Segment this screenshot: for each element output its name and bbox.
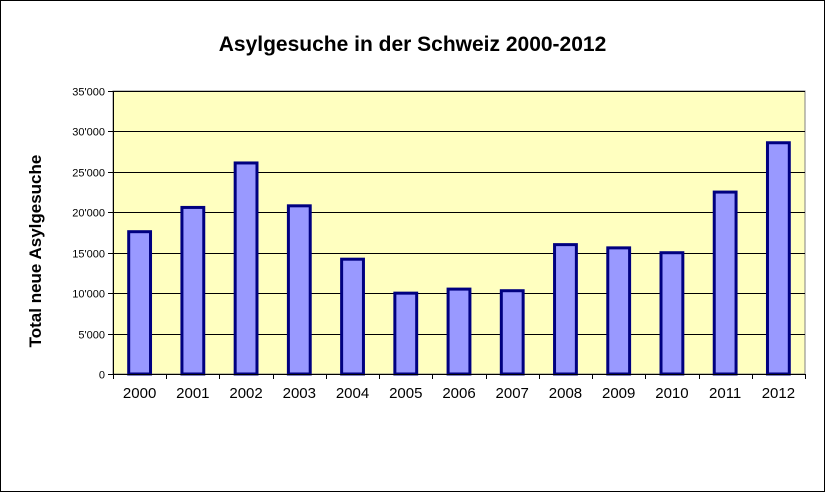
x-tick-label: 2006 [442,385,475,402]
bar-2001 [180,205,206,376]
y-tick-label: 15'000 [72,249,105,261]
x-tick-label: 2002 [229,385,262,402]
bar-2005 [393,291,419,376]
chart-title: Asylgesuche in der Schweiz 2000-2012 [218,33,607,56]
x-tick-label: 2000 [123,385,156,402]
y-tick-labels: 0 5'000 10'000 15'000 20'000 25'000 30'000 35'0… [72,87,105,382]
x-tick-label: 2012 [762,385,795,402]
bar-2003 [286,204,312,376]
axes [113,91,806,379]
x-tick-label: 2003 [283,385,316,402]
bars [127,141,791,376]
y-tick-label: 20'000 [72,208,105,220]
x-tick-label: 2005 [389,385,422,402]
x-tick-label: 2007 [496,385,529,402]
x-tick-labels: 2000 2001 2002 2003 2004 2005 2006 2007 2008 2009… [123,385,795,402]
bar-2010 [659,251,685,376]
y-tick-label: 10'000 [72,289,105,301]
x-tick-label: 2009 [602,385,635,402]
bar-2000 [127,230,153,376]
x-tick-label: 2004 [336,385,369,402]
bar-2006 [446,287,472,376]
y-tick-label: 35'000 [72,87,105,99]
x-tick-label: 2010 [655,385,688,402]
y-tick-label: 0 [99,370,105,382]
bar-2009 [606,246,632,376]
bar-2004 [340,257,365,376]
x-tick-label: 2011 [709,385,741,402]
y-tick-label: 5'000 [78,330,105,342]
bar-2002 [233,161,259,376]
bar-2007 [499,289,525,376]
bar-2012 [765,141,791,376]
y-tick-label: 30'000 [72,127,105,139]
x-tick-label: 2008 [549,385,582,402]
x-tick-label: 2001 [176,385,209,402]
y-tick-label: 25'000 [72,168,105,180]
bar-2008 [553,243,578,376]
bar-2011 [712,190,738,376]
